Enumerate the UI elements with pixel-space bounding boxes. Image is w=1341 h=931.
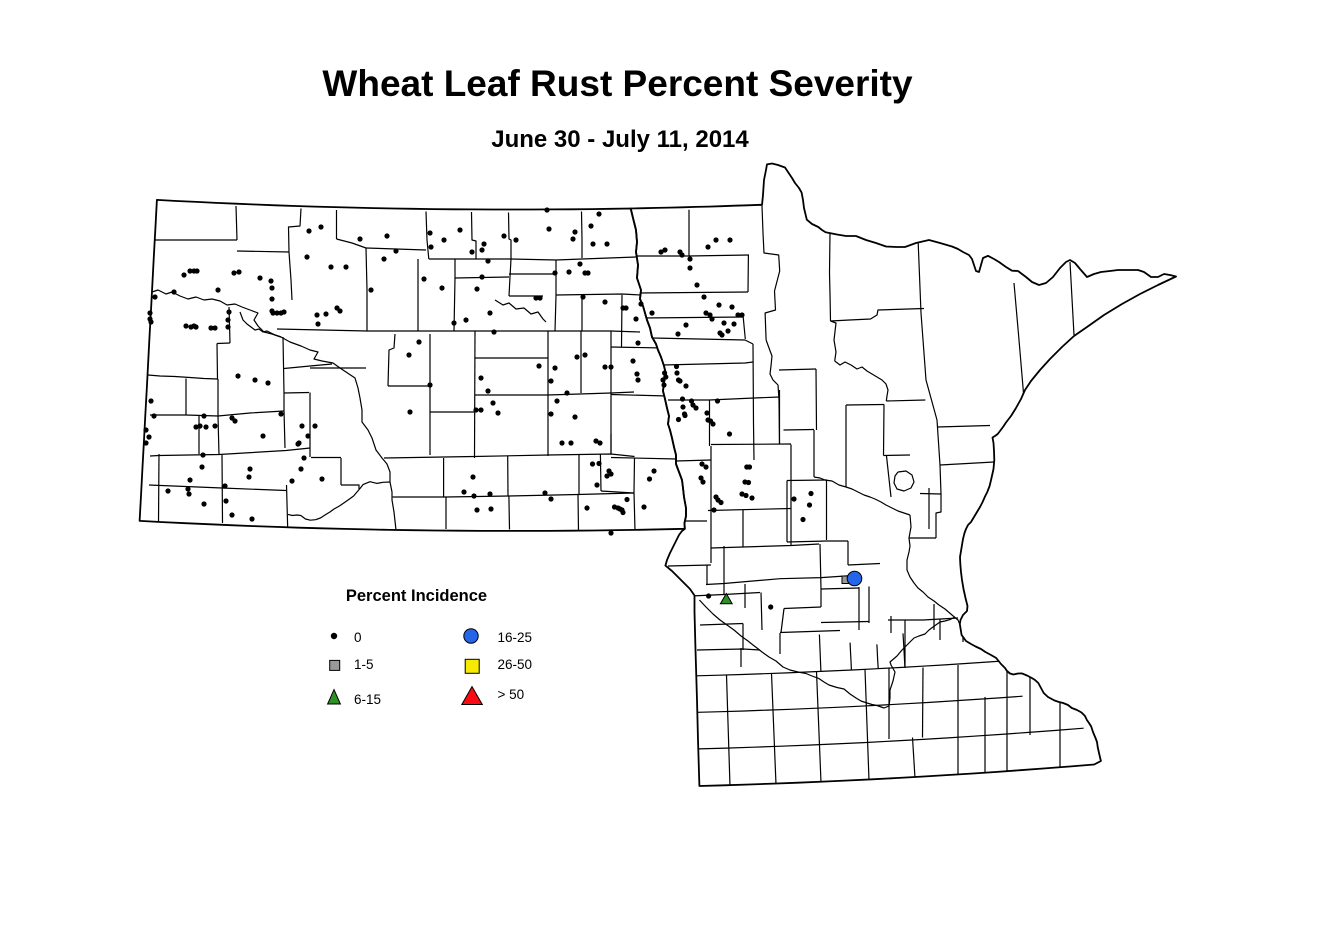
svg-text:Wheat Leaf Rust Percent Severi: Wheat Leaf Rust Percent Severity — [322, 63, 913, 104]
svg-text:1-5: 1-5 — [354, 657, 374, 672]
svg-text:> 50: > 50 — [498, 687, 525, 702]
svg-text:16-25: 16-25 — [498, 630, 533, 645]
svg-text:26-50: 26-50 — [498, 657, 533, 672]
svg-text:6-15: 6-15 — [354, 692, 381, 707]
svg-text:Percent Incidence: Percent Incidence — [346, 587, 487, 605]
svg-text:June 30 - July 11, 2014: June 30 - July 11, 2014 — [491, 126, 749, 153]
svg-text:0: 0 — [354, 630, 362, 645]
